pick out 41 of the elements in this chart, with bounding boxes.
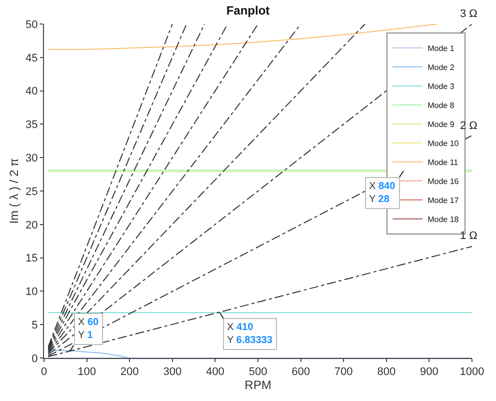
x-tick-label: 800: [377, 366, 396, 378]
legend-label: Mode 11: [428, 158, 459, 167]
legend-label: Mode 1: [428, 44, 455, 53]
y-tick-label: 10: [26, 286, 38, 298]
legend-label: Mode 3: [428, 82, 455, 91]
x-tick-label: 900: [420, 366, 438, 378]
legend-label: Mode 18: [428, 214, 460, 224]
legend-label: Mode 17: [428, 196, 460, 205]
x-tick-label: 200: [120, 366, 139, 378]
x-tick-label: 300: [163, 366, 182, 378]
legend-label: Mode 10: [428, 138, 460, 148]
legend-label: Mode 2: [428, 62, 455, 72]
y-tick-label: 30: [26, 152, 38, 164]
legend-label: Mode 8: [428, 100, 455, 110]
chart-title: Fanplot: [226, 3, 270, 18]
x-axis-title: RPM: [244, 378, 272, 392]
annotation: 1 Ω: [460, 230, 478, 242]
legend-label: Mode 16: [428, 176, 460, 186]
annotation: X 410 Y 6.83333: [227, 322, 273, 346]
x-tick-label: 600: [292, 366, 310, 378]
y-tick-label: 5: [32, 319, 38, 332]
y-tick-label: 40: [26, 86, 38, 98]
y-tick-label: 35: [26, 119, 38, 132]
y-tick-label: 0: [32, 352, 38, 365]
y-axis-title: Im ( λ ) / 2 π: [6, 158, 21, 224]
x-tick-label: 500: [248, 366, 268, 378]
y-tick-label: 45: [26, 52, 38, 64]
annotation: 3 Ω: [460, 8, 478, 20]
annotation: X 60 Y 1: [78, 317, 100, 341]
x-tick-label: 400: [206, 366, 224, 378]
legend-label: Mode 9: [428, 120, 455, 129]
y-tick-label: 50: [26, 18, 38, 31]
annotation: 2 Ω: [460, 120, 478, 132]
annotation: X 840 Y 28: [369, 181, 396, 205]
x-tick-label: 0: [40, 366, 48, 378]
x-tick-label: 1000: [460, 366, 484, 378]
y-tick-label: 15: [26, 252, 38, 265]
x-tick-label: 100: [78, 366, 96, 378]
x-tick-label: 700: [334, 366, 353, 378]
y-tick-label: 25: [26, 186, 38, 198]
y-tick-label: 20: [26, 219, 38, 232]
